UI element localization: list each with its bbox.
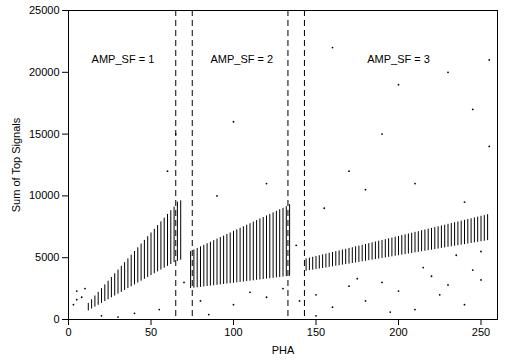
svg-text:20000: 20000 <box>29 66 60 78</box>
svg-text:PHA: PHA <box>272 344 295 356</box>
svg-text:50: 50 <box>145 326 157 338</box>
svg-text:0: 0 <box>65 326 71 338</box>
svg-text:AMP_SF = 3: AMP_SF = 3 <box>367 53 430 65</box>
svg-text:200: 200 <box>389 326 407 338</box>
svg-text:150: 150 <box>307 326 325 338</box>
svg-text:25000: 25000 <box>29 4 60 16</box>
svg-text:5000: 5000 <box>35 251 59 263</box>
svg-text:100: 100 <box>224 326 242 338</box>
svg-text:AMP_SF = 1: AMP_SF = 1 <box>92 53 155 65</box>
svg-text:15000: 15000 <box>29 128 60 140</box>
svg-text:250: 250 <box>472 326 490 338</box>
svg-text:10000: 10000 <box>29 189 60 201</box>
svg-text:AMP_SF = 2: AMP_SF = 2 <box>210 53 273 65</box>
svg-text:Sum of Top Signals: Sum of Top Signals <box>10 117 22 212</box>
svg-text:0: 0 <box>53 313 59 325</box>
